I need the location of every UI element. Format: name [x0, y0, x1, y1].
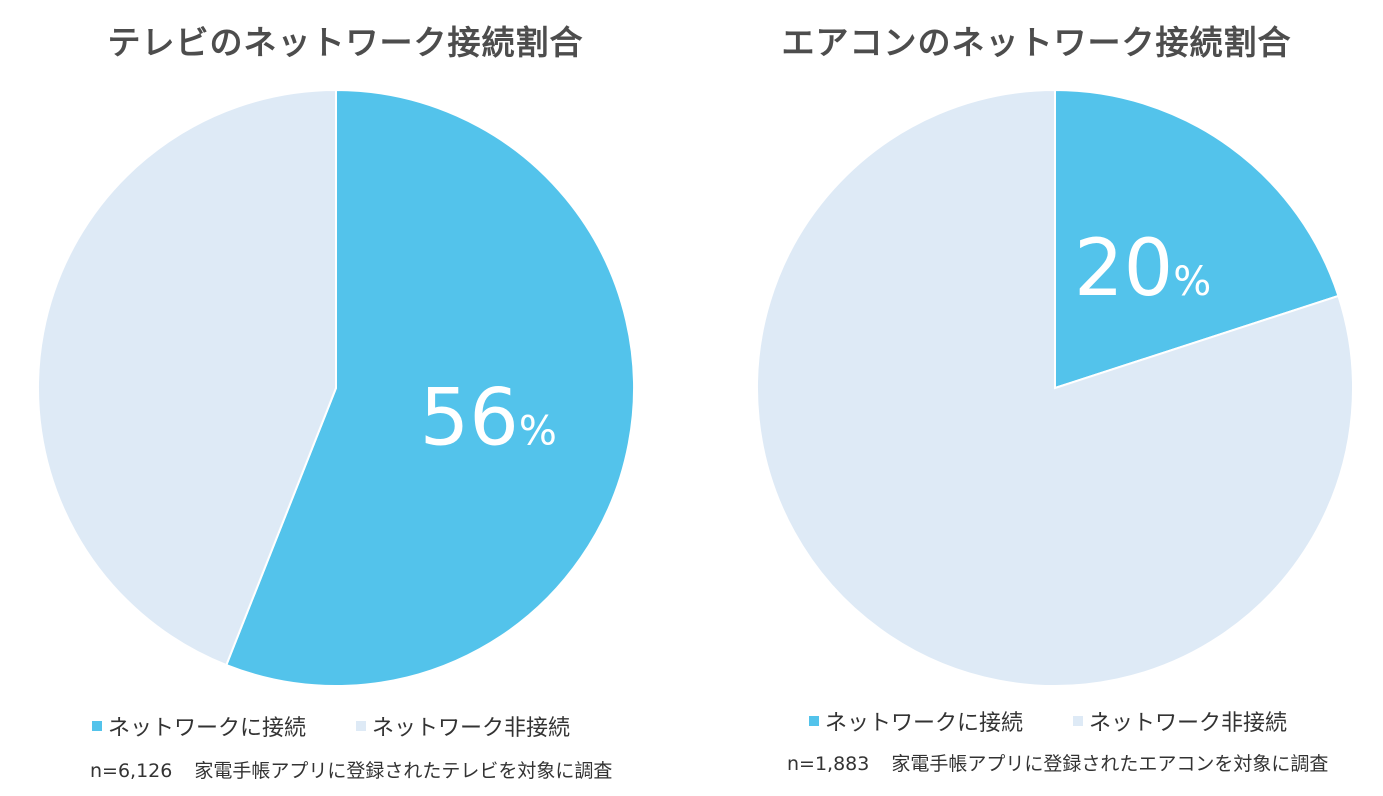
legend-swatch-connected: [92, 721, 102, 731]
legend-label: ネットワークに接続: [108, 716, 307, 741]
sample-size: n=6,126: [90, 760, 173, 782]
legend-swatch-not-connected: [1073, 716, 1084, 726]
legend-item-connected: ネットワークに接続: [809, 705, 1023, 737]
legend-item-connected: ネットワークに接続: [92, 710, 306, 742]
pie-slice-connected: [1054, 88, 1340, 390]
legend-label: ネットワーク非接続: [372, 716, 571, 741]
ac-chart-panel: エアコンのネットワーク接続割合 20% ネットワークに接続 ネットワーク非接続 …: [691, 0, 1382, 796]
pie-slice-not-connected: [37, 88, 337, 667]
legend-swatch-connected: [809, 716, 819, 726]
sample-size: n=1,883: [787, 753, 870, 775]
legend-item-not-connected: ネットワーク非接続: [356, 710, 570, 742]
pie-chart: 20%: [756, 88, 1354, 687]
legend-label: ネットワークに接続: [825, 711, 1024, 736]
legend: ネットワークに接続 ネットワーク非接続: [92, 710, 620, 742]
chart-title: エアコンのネットワーク接続割合: [781, 23, 1292, 62]
legend-label: ネットワーク非接続: [1089, 711, 1288, 736]
pie-slice-connected: [225, 88, 635, 687]
legend-swatch-not-connected: [356, 721, 367, 731]
data-label: 20%: [1074, 224, 1211, 314]
data-label: 56%: [420, 373, 557, 463]
pie-slice-not-connected: [756, 88, 1354, 687]
legend: ネットワークに接続 ネットワーク非接続: [809, 705, 1337, 737]
data-label-value: 20: [1074, 224, 1173, 314]
footnote-text: 家電手帳アプリに登録されたテレビを対象に調査: [194, 760, 613, 782]
footnote: n=6,126 家電手帳アプリに登録されたテレビを対象に調査: [90, 756, 612, 783]
tv-chart-panel: テレビのネットワーク接続割合 56% ネットワークに接続 ネットワーク非接続 n…: [0, 0, 691, 796]
data-label-value: 56: [420, 373, 519, 463]
pie-chart: 56%: [37, 88, 635, 687]
data-label-unit: %: [1173, 259, 1211, 305]
footnote-text: 家電手帳アプリに登録されたエアコンを対象に調査: [891, 753, 1329, 775]
footnote: n=1,883 家電手帳アプリに登録されたエアコンを対象に調査: [787, 749, 1328, 776]
legend-item-not-connected: ネットワーク非接続: [1073, 705, 1287, 737]
data-label-unit: %: [519, 408, 557, 454]
chart-title: テレビのネットワーク接続割合: [107, 23, 584, 62]
